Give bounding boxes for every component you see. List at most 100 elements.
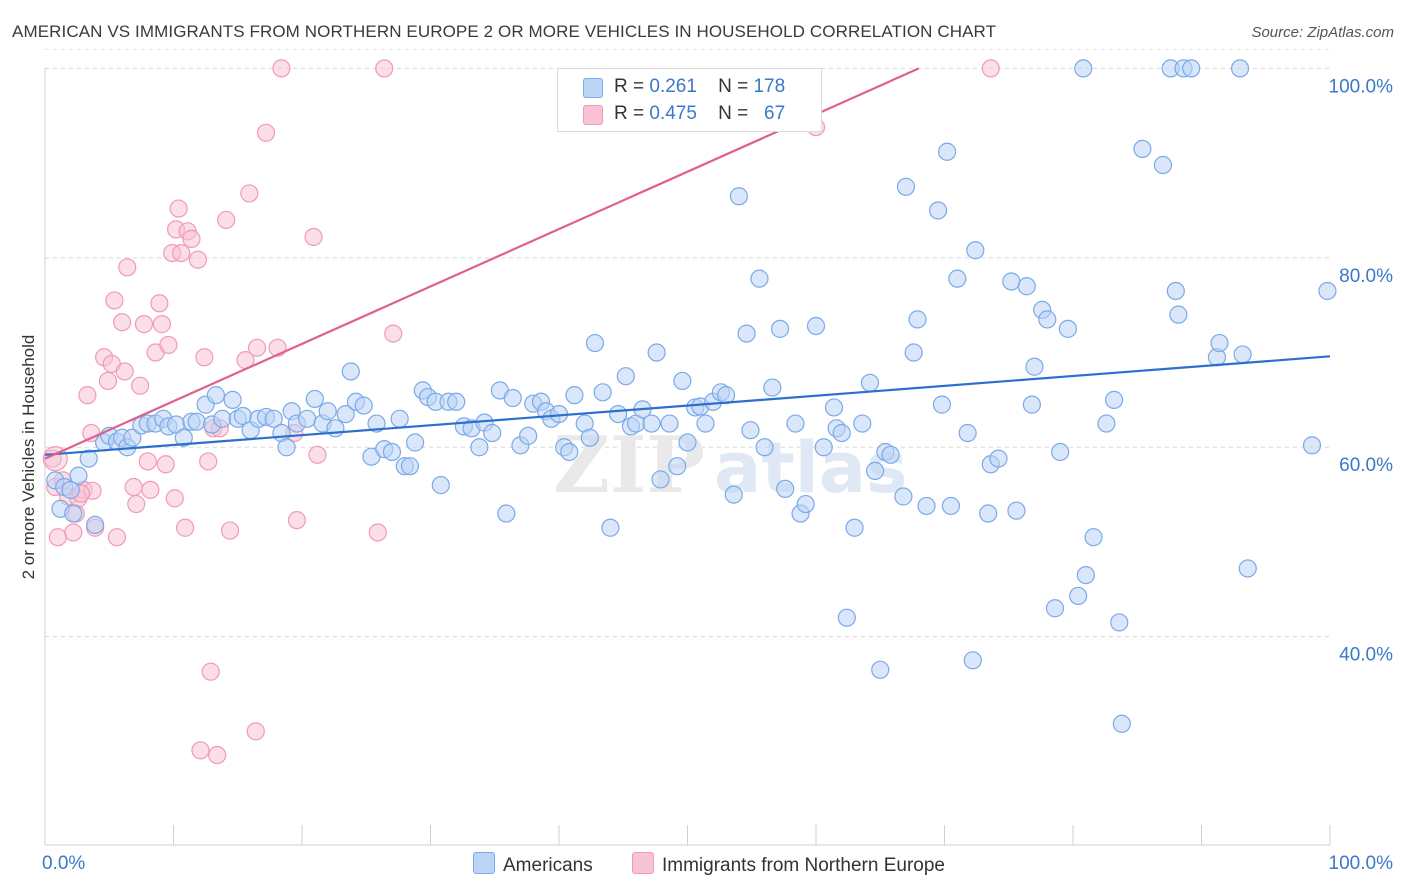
americans-point	[917, 496, 936, 516]
immigrants-point	[156, 455, 175, 474]
americans-legend-swatch	[473, 852, 495, 874]
bottom-legend-americans: Americans	[473, 852, 593, 877]
immigrants-point	[240, 184, 259, 203]
americans-point	[1051, 442, 1070, 462]
americans-point	[937, 142, 957, 161]
americans-point	[763, 378, 782, 397]
americans-point	[1074, 59, 1093, 78]
americans-point	[860, 373, 880, 392]
grid-layer	[45, 48, 1330, 638]
americans-point	[1069, 586, 1088, 606]
immigrants-point	[199, 452, 218, 471]
americans-point	[963, 651, 982, 670]
immigrants-point	[48, 528, 67, 547]
americans-point	[776, 479, 795, 499]
americans-point	[1045, 599, 1065, 618]
americans-point	[213, 409, 232, 428]
legend-row-immigrants: R = 0.475 N = 67	[558, 100, 821, 128]
americans-point	[1022, 395, 1041, 414]
legend-r-value: 0.261	[649, 76, 697, 97]
legend-n-label: N =	[718, 103, 749, 124]
americans-point	[832, 423, 851, 443]
americans-point	[814, 438, 833, 457]
chart-title: AMERICAN VS IMMIGRANTS FROM NORTHERN EUR…	[12, 22, 997, 41]
y-axis-label: 2 or more Vehicles in Household	[19, 335, 38, 580]
americans-point	[264, 409, 283, 428]
americans-point	[616, 367, 635, 386]
americans-point	[871, 660, 890, 679]
americans-point	[966, 241, 985, 260]
immigrants-point	[195, 348, 214, 367]
americans-point	[69, 466, 88, 485]
immigrants-point	[175, 518, 195, 537]
immigrants-point	[112, 313, 132, 332]
americans-point	[1302, 436, 1322, 455]
immigrants-point	[981, 59, 1000, 78]
americans-point	[932, 395, 952, 414]
immigrants-point	[201, 662, 220, 681]
immigrants-swatch	[583, 105, 603, 125]
immigrants-point	[172, 243, 191, 263]
immigrants-point	[287, 511, 306, 530]
immigrants-point	[127, 494, 146, 514]
americans-point	[123, 428, 142, 447]
immigrants-point	[138, 452, 157, 471]
americans-point	[609, 404, 628, 424]
americans-point	[580, 428, 599, 447]
americans-point	[187, 412, 206, 431]
americans-point	[1110, 613, 1129, 632]
americans-point	[660, 414, 679, 433]
americans-point	[336, 404, 355, 424]
immigrants-point	[375, 59, 394, 78]
americans-trend-line	[44, 355, 1331, 456]
americans-point	[382, 442, 402, 462]
americans-point	[845, 518, 864, 537]
legend-row-americans: R = 0.261 N = 178	[558, 73, 821, 101]
immigrants-point	[165, 489, 184, 508]
americans-point	[958, 423, 977, 443]
immigrants-point	[217, 210, 236, 230]
americans-point	[560, 442, 579, 462]
americans-point	[904, 343, 923, 362]
y-tick-label: 100.0%	[1329, 76, 1394, 97]
americans-point	[1084, 528, 1103, 547]
immigrants-point	[169, 199, 188, 218]
americans-point	[405, 433, 425, 452]
immigrants-point	[188, 250, 208, 269]
americans-point	[948, 269, 967, 288]
immigrants-point	[304, 227, 323, 247]
americans-point	[390, 409, 409, 428]
immigrants-point	[141, 480, 160, 499]
americans-point	[447, 392, 466, 411]
immigrants-trend-line	[44, 67, 920, 460]
immigrants-point	[152, 315, 172, 334]
chart-source: Source: ZipAtlas.com	[1251, 24, 1394, 41]
y-tick-label: 60.0%	[1339, 455, 1393, 476]
americans-point	[1017, 277, 1036, 296]
immigrants-point	[384, 324, 403, 343]
americans-point	[1112, 714, 1131, 733]
americans-point	[1058, 319, 1077, 338]
immigrants-point	[64, 523, 83, 542]
americans-point	[585, 333, 605, 353]
americans-point	[206, 386, 226, 405]
americans-swatch	[583, 78, 603, 98]
tick-labels-layer: 40.0% 60.0% 80.0% 100.0% 0.0% 100.0% 2 or more…	[19, 76, 1393, 874]
americans-point	[770, 319, 790, 338]
americans-point	[223, 390, 242, 409]
immigrants-point	[124, 477, 143, 497]
americans-point	[1076, 565, 1095, 585]
americans-point	[696, 414, 715, 433]
americans-point	[1133, 139, 1152, 159]
americans-point	[1153, 155, 1173, 175]
americans-point	[741, 421, 760, 440]
immigrants-point	[105, 291, 124, 310]
americans-point	[678, 433, 697, 452]
americans-point	[881, 445, 900, 464]
americans-point	[1166, 281, 1185, 301]
americans-point	[1025, 357, 1044, 376]
immigrants-point	[247, 338, 267, 357]
americans-point	[519, 426, 538, 445]
immigrants-point	[115, 362, 134, 381]
legend-n-label: N =	[718, 76, 749, 97]
